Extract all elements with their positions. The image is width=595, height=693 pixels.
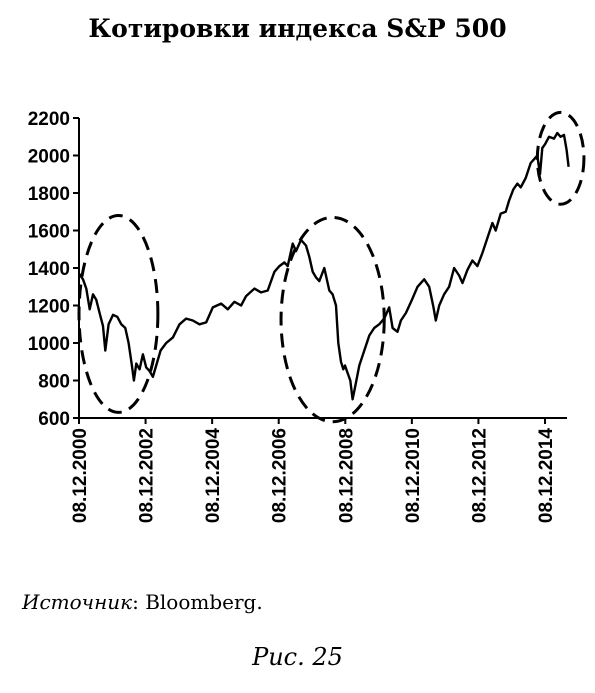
chart-title: Котировки индекса S&P 500 xyxy=(88,14,507,43)
y-tick-label: 2200 xyxy=(28,109,70,130)
x-tick-label: 08.12.2014 xyxy=(536,428,557,524)
x-tick-label: 08.12.2002 xyxy=(137,428,158,523)
y-axis-ticks: 600 800 1000 1200 1400 1600 1800 2000 2200 xyxy=(28,109,79,430)
dashed-ellipse-annotation xyxy=(535,110,586,206)
x-tick-label: 08.12.2012 xyxy=(469,428,490,523)
figure-caption: Рис. 25 xyxy=(252,643,343,671)
y-tick-label: 800 xyxy=(38,372,70,393)
y-tick-label: 600 xyxy=(38,409,70,430)
x-tick-label: 08.12.2006 xyxy=(270,428,291,523)
x-tick-label: 08.12.2008 xyxy=(336,428,357,523)
y-tick-label: 1800 xyxy=(28,184,70,205)
annotations xyxy=(77,110,586,424)
dashed-ellipse-annotation xyxy=(279,215,386,424)
source-note: Источник: Bloomberg. xyxy=(22,590,263,614)
series-line xyxy=(78,131,570,401)
y-tick-label: 1200 xyxy=(28,297,70,318)
x-tick-label: 08.12.2004 xyxy=(203,428,224,524)
dashed-ellipse-annotation xyxy=(77,214,160,414)
x-tick-label: 08.12.2010 xyxy=(403,428,424,523)
y-tick-label: 1400 xyxy=(28,259,70,280)
y-tick-label: 1000 xyxy=(28,334,70,355)
x-axis-ticks: 08.12.2000 08.12.2002 08.12.2004 08.12.2006… xyxy=(70,418,557,523)
y-tick-label: 1600 xyxy=(28,222,70,243)
source-text: : Bloomberg. xyxy=(132,590,263,614)
y-tick-label: 2000 xyxy=(28,147,70,168)
x-tick-label: 08.12.2000 xyxy=(70,428,91,523)
series-group xyxy=(78,131,570,401)
line-chart: 600 800 1000 1200 1400 1600 1800 2000 2200 08.12… xyxy=(28,109,586,523)
source-label: Источник xyxy=(22,590,133,614)
